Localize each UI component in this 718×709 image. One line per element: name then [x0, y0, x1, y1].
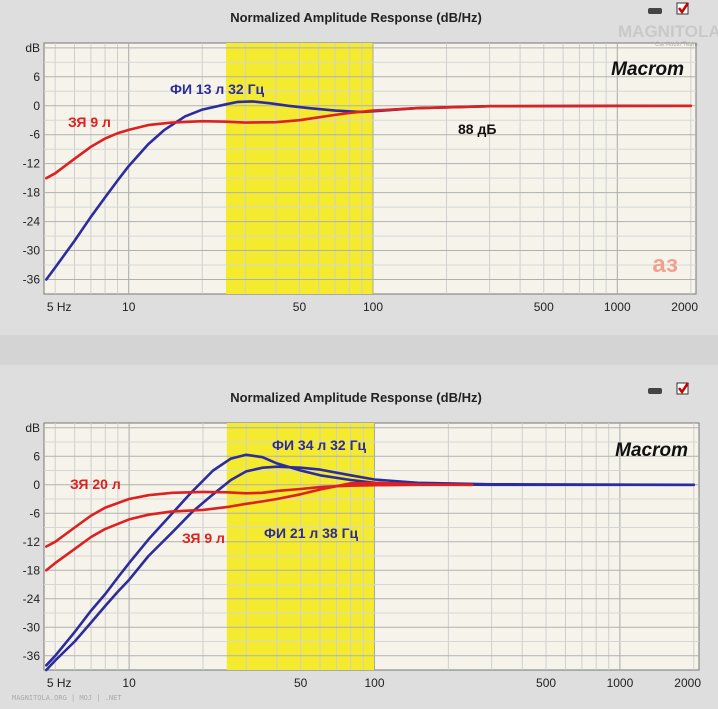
grid: [44, 423, 699, 670]
series-annotation: ФИ 21 л 38 Гц: [264, 525, 359, 541]
speaker-icon: [648, 388, 662, 394]
chart-title: Normalized Amplitude Response (dB/Hz): [230, 390, 482, 405]
chart-title: Normalized Amplitude Response (dB/Hz): [230, 10, 482, 25]
y-axis-unit-label: dB: [25, 421, 40, 435]
footer-watermark: MAGNITOLA.ORG | MOJ | .NET: [12, 694, 122, 702]
x-tick-label: 2000: [674, 676, 701, 690]
toolbar-icons: [648, 2, 690, 15]
y-tick-label: -30: [23, 244, 41, 258]
x-tick-label: 100: [364, 676, 384, 690]
x-tick-label: 10: [122, 300, 136, 314]
check-mark-icon: [678, 382, 690, 395]
checkbox-icon: [676, 382, 689, 395]
x-tick-label: 2000: [671, 300, 698, 314]
y-tick-label: -24: [23, 592, 41, 606]
x-tick-label: 1000: [604, 300, 631, 314]
y-tick-label: -36: [23, 649, 41, 663]
y-tick-label: -24: [23, 215, 41, 229]
check-mark-icon: [678, 2, 690, 15]
x-tick-label: 500: [536, 676, 556, 690]
x-tick-label: 1000: [607, 676, 634, 690]
chart-panel-top: Normalized Amplitude Response (dB/Hz) dB 6…: [0, 0, 718, 335]
y-tick-label: -6: [29, 128, 40, 142]
magazine-logo: аз: [652, 251, 678, 278]
y-tick-label: 6: [33, 70, 40, 84]
series-annotation: ЗЯ 9 л: [68, 114, 111, 130]
chart-panel-bottom: Normalized Amplitude Response (dB/Hz) dB 6…: [0, 365, 718, 709]
series-annotation: 88 дБ: [458, 121, 496, 137]
checkbox-icon: [676, 2, 689, 15]
panel-separator: [0, 335, 718, 365]
y-tick-label: -6: [29, 506, 40, 520]
series-annotation: ФИ 13 л 32 Гц: [170, 81, 265, 97]
series-annotation: ЗЯ 20 л: [70, 476, 121, 492]
y-tick-label: 0: [33, 99, 40, 113]
y-tick-label: -12: [23, 535, 41, 549]
watermark-subtext: Car Audio Team: [655, 42, 698, 48]
toolbar-icons: [648, 382, 690, 395]
y-tick-label: 0: [33, 478, 40, 492]
series-annotation: ЗЯ 9 л: [182, 530, 225, 546]
speaker-icon: [648, 8, 662, 14]
y-tick-label: -12: [23, 157, 41, 171]
watermark-text: MAGNITOLA: [618, 22, 718, 41]
y-tick-label: -30: [23, 620, 41, 634]
chart-top: Normalized Amplitude Response (dB/Hz) dB 6…: [23, 2, 718, 314]
y-tick-label: 6: [33, 449, 40, 463]
series-annotation: ФИ 34 л 32 Гц: [272, 437, 367, 453]
series-line-3: [45, 483, 474, 548]
series-line-4: [45, 481, 474, 572]
series-line-2: [45, 104, 693, 180]
y-tick-label: -36: [23, 273, 41, 287]
brand-label: Macrom: [615, 440, 688, 461]
x-tick-label: 500: [534, 300, 554, 314]
x-tick-label: 5 Hz: [47, 676, 72, 690]
x-tick-label: 50: [294, 676, 308, 690]
y-tick-label: -18: [23, 563, 41, 577]
y-axis-unit-label: dB: [25, 41, 40, 55]
chart-bottom: Normalized Amplitude Response (dB/Hz) dB 6…: [12, 382, 701, 702]
x-tick-label: 10: [122, 676, 136, 690]
x-tick-label: 5 Hz: [47, 300, 72, 314]
series-line-2: [45, 465, 696, 672]
brand-label: Macrom: [611, 59, 684, 80]
y-tick-label: -18: [23, 186, 41, 200]
grid: [44, 43, 696, 294]
x-tick-label: 50: [293, 300, 307, 314]
x-tick-label: 100: [363, 300, 383, 314]
